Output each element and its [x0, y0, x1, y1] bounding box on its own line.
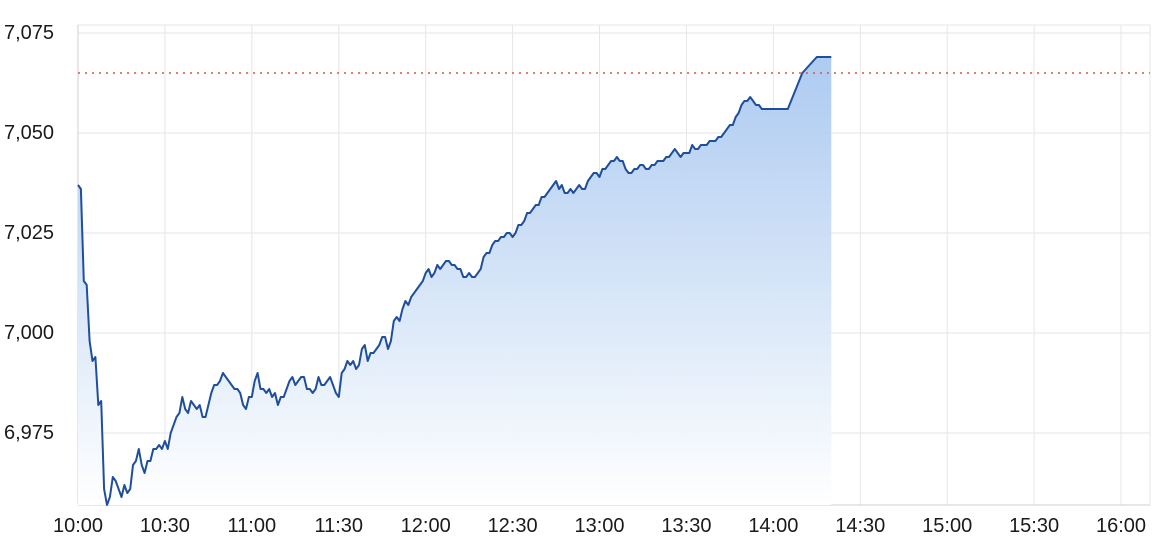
x-axis-labels: 10:00 10:30 11:00 11:30 12:00 12:30 13:00 13:30… — [53, 515, 1146, 537]
x-tick-label: 11:00 — [228, 515, 277, 537]
x-tick-label: 15:00 — [922, 515, 972, 537]
line-layer — [77, 56, 832, 506]
x-tick-label: 14:30 — [835, 515, 885, 537]
x-tick-label: 11:30 — [314, 515, 363, 537]
y-tick-label: 6,975 — [4, 422, 54, 444]
x-tick-label: 13:30 — [661, 515, 711, 537]
area-layer — [78, 57, 832, 505]
x-tick-label: 10:30 — [140, 515, 190, 537]
x-tick-label: 14:00 — [748, 515, 798, 537]
series-area — [78, 57, 832, 505]
x-tick-label: 12:00 — [401, 515, 451, 537]
x-tick-label: 10:00 — [53, 515, 103, 537]
y-tick-label: 7,075 — [4, 22, 54, 44]
y-tick-label: 7,025 — [4, 222, 54, 244]
y-axis-labels: 6,975 7,000 7,025 7,050 7,075 — [4, 22, 54, 444]
x-tick-label: 13:00 — [574, 515, 624, 537]
x-tick-label: 16:00 — [1096, 515, 1146, 537]
y-tick-label: 7,050 — [4, 122, 54, 144]
x-tick-label: 12:30 — [488, 515, 538, 537]
series-line — [77, 56, 832, 506]
x-tick-label: 15:30 — [1009, 515, 1059, 537]
y-tick-label: 7,000 — [4, 322, 54, 344]
